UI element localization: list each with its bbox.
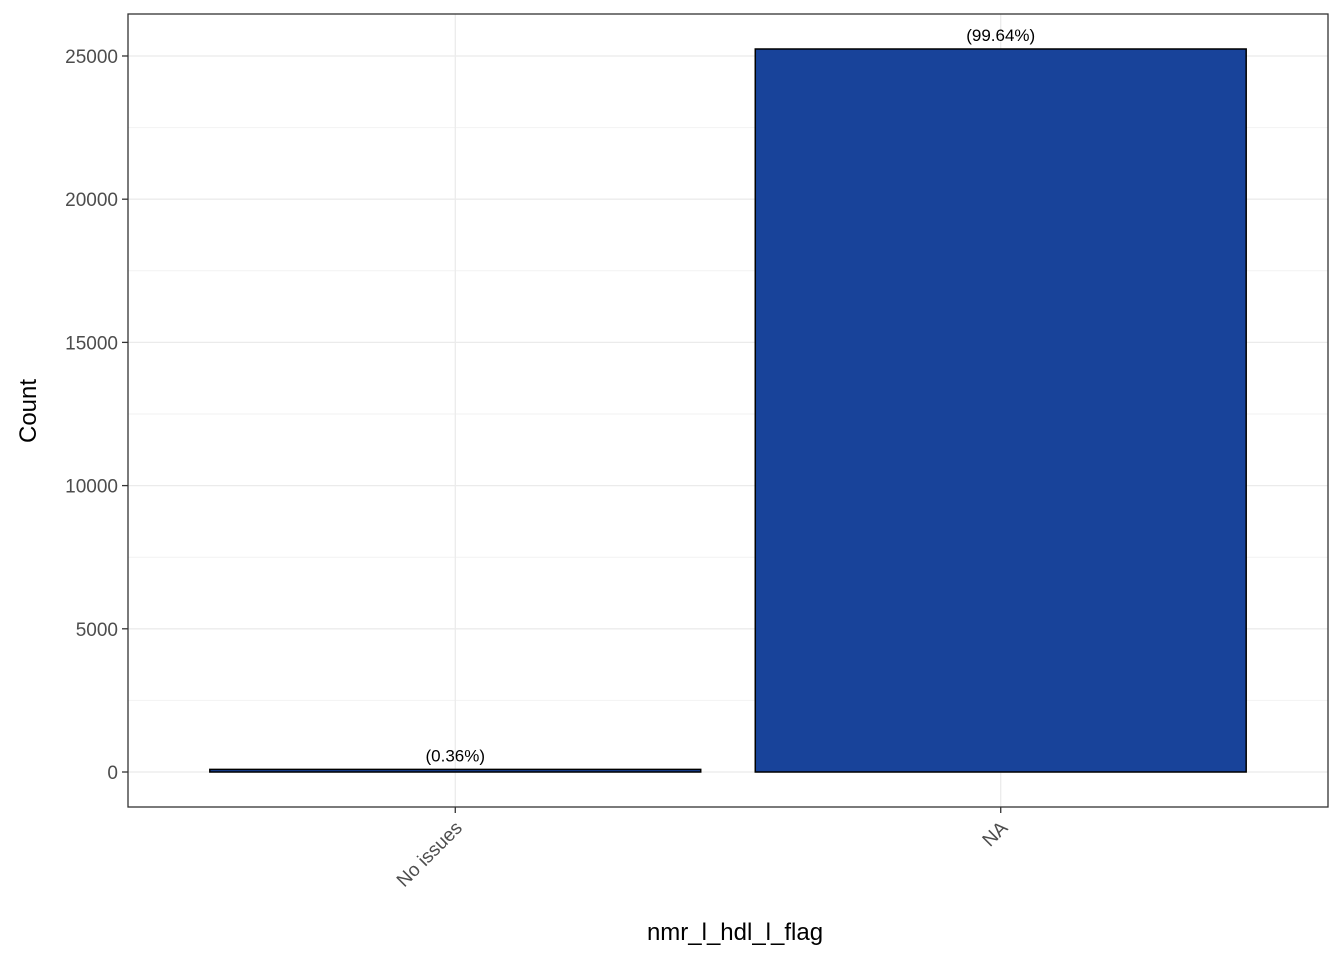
- y-axis-title: Count: [15, 379, 42, 443]
- bar-label: (0.36%): [426, 746, 486, 765]
- bar-label: (99.64%): [966, 26, 1035, 45]
- y-tick-label: 15000: [65, 333, 118, 354]
- y-tick-label: 5000: [76, 620, 118, 641]
- y-tick-label: 25000: [65, 47, 118, 68]
- panel-border: [127, 13, 1329, 808]
- y-tick-label: 10000: [65, 477, 118, 498]
- y-tick-label: 20000: [65, 190, 118, 211]
- bar: [754, 48, 1247, 773]
- bar: [209, 768, 702, 773]
- x-axis-title: nmr_l_hdl_l_flag: [647, 919, 823, 946]
- y-tick-label: 0: [107, 763, 118, 784]
